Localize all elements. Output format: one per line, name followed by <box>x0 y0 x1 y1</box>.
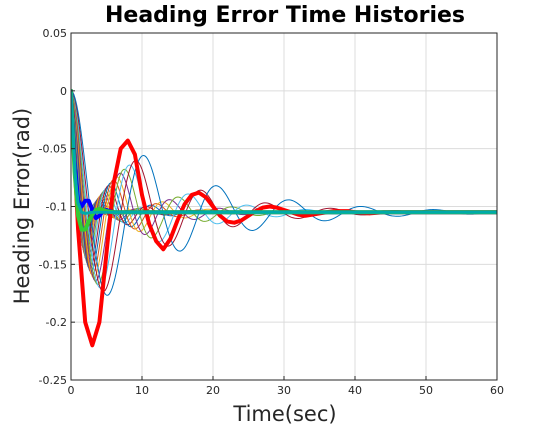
series-line <box>71 89 497 215</box>
y-tick-label: -0.15 <box>39 258 67 271</box>
x-tick-label: 30 <box>277 384 291 397</box>
y-axis-label: Heading Error(rad) <box>10 108 34 304</box>
y-tick-label: -0.25 <box>39 374 67 387</box>
y-tick-label: -0.1 <box>46 201 67 214</box>
y-tick-label: 0.05 <box>43 27 68 40</box>
x-tick-label: 10 <box>135 384 149 397</box>
x-tick-label: 20 <box>206 384 220 397</box>
chart-title: Heading Error Time Histories <box>105 3 465 28</box>
axis-ticks: 0 10 20 30 40 50 60 0.05 0 -0.05 -0.1 -0.15 -0.2 -0.2… <box>39 27 504 397</box>
y-tick-label: 0 <box>60 85 67 98</box>
x-axis-label: Time(sec) <box>232 402 336 426</box>
x-tick-label: 40 <box>348 384 362 397</box>
y-tick-label: -0.2 <box>46 316 67 329</box>
x-tick-label: 60 <box>490 384 504 397</box>
family-series-line <box>71 90 497 296</box>
highlighted-series <box>71 88 497 348</box>
y-tick-label: -0.05 <box>39 143 67 156</box>
x-tick-label: 50 <box>419 384 433 397</box>
x-tick-label: 0 <box>68 384 75 397</box>
